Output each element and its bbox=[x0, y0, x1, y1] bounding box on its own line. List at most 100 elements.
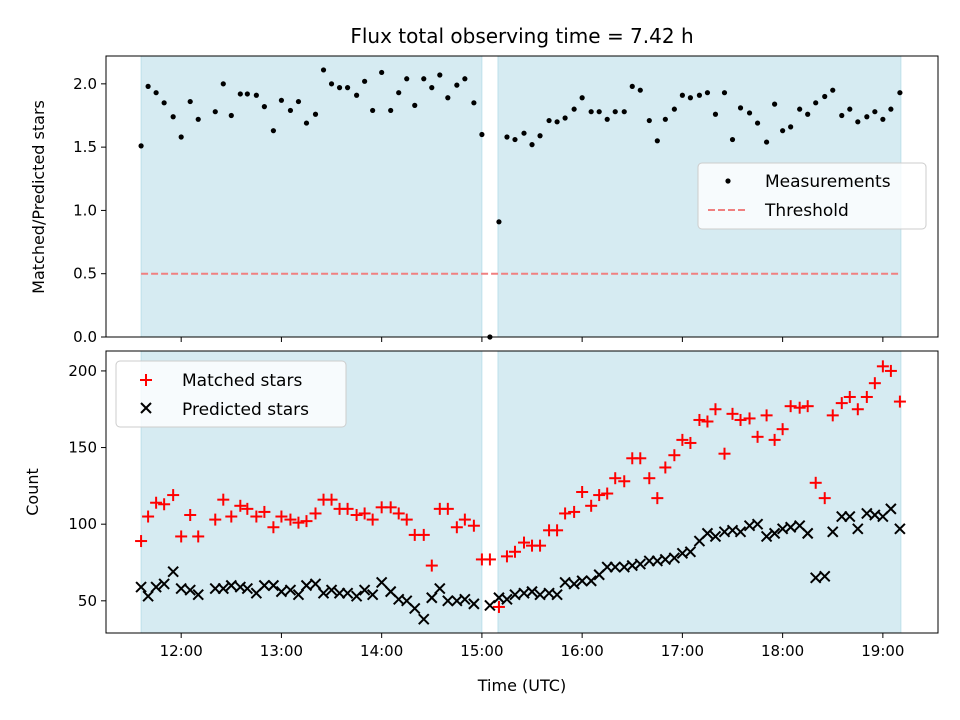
predicted-star-point bbox=[292, 588, 305, 601]
measurement-point bbox=[471, 100, 477, 106]
matched-star-point bbox=[768, 433, 781, 446]
predicted-star-point bbox=[426, 592, 438, 604]
matched-star-point bbox=[693, 413, 706, 426]
predicted-x-b bbox=[501, 593, 513, 605]
measurement-point bbox=[629, 83, 635, 89]
predicted-star-point bbox=[317, 587, 330, 599]
measurement-point bbox=[864, 114, 870, 120]
predicted-x-b bbox=[819, 570, 831, 583]
predicted-star-point bbox=[684, 546, 697, 558]
matched-star-point bbox=[392, 507, 405, 520]
predicted-x-b bbox=[659, 553, 672, 566]
predicted-star-point bbox=[184, 584, 196, 596]
measurement-point bbox=[529, 142, 535, 148]
observing-interval-1 bbox=[140, 55, 483, 338]
matched-star-point bbox=[860, 390, 873, 403]
bottom-legend: Matched stars Predicted stars bbox=[115, 360, 347, 428]
predicted-x-b bbox=[225, 579, 238, 592]
measurement-point bbox=[621, 109, 627, 115]
matched-star-point bbox=[559, 507, 572, 520]
predicted-star-point bbox=[501, 593, 513, 605]
measurement-point bbox=[328, 81, 335, 87]
x-tick-label: 17:00 bbox=[661, 642, 704, 660]
measurement-point bbox=[429, 85, 435, 91]
predicted-x-b bbox=[518, 587, 530, 599]
predicted-x-b bbox=[701, 527, 714, 540]
matched-star-point bbox=[701, 415, 714, 428]
predicted-star-point bbox=[585, 575, 597, 587]
matched-star-point bbox=[284, 513, 297, 526]
predicted-star-point bbox=[819, 570, 831, 583]
matched-star-point bbox=[366, 513, 379, 526]
predicted-x-b bbox=[676, 547, 689, 560]
chart-title: Flux total observing time = 7.42 h bbox=[350, 24, 693, 48]
matched-star-point bbox=[593, 489, 606, 502]
top-x-ticks bbox=[180, 337, 884, 342]
predicted-x-b bbox=[626, 559, 638, 572]
predicted-star-point bbox=[468, 598, 480, 610]
predicted-x-b bbox=[451, 595, 463, 607]
matched-star-point bbox=[492, 600, 505, 613]
bottom-axes-frame bbox=[105, 350, 939, 634]
predicted-star-point bbox=[258, 579, 271, 592]
top-plot-marks bbox=[138, 67, 903, 340]
predicted-x-b bbox=[827, 526, 839, 538]
predicted-star-point bbox=[409, 602, 421, 615]
matched-star-point bbox=[309, 507, 322, 520]
predicted-star-point bbox=[768, 527, 781, 540]
measurement-point bbox=[687, 95, 694, 101]
predicted-x-b bbox=[718, 526, 731, 538]
matched-star-point bbox=[568, 505, 581, 518]
matched-star-point bbox=[734, 413, 747, 426]
predicted-star-point bbox=[358, 584, 371, 596]
predicted-x-b bbox=[468, 598, 480, 610]
measurement-point bbox=[287, 107, 294, 114]
predicted-star-point bbox=[852, 523, 864, 535]
predicted-star-point bbox=[225, 579, 238, 592]
measurement-point bbox=[646, 117, 652, 124]
measurement-point bbox=[244, 91, 250, 97]
matched-star-point bbox=[884, 364, 897, 377]
measurement-point bbox=[212, 109, 218, 115]
matched-star-point bbox=[784, 400, 797, 413]
measurement-point bbox=[261, 104, 267, 110]
bottom-y-axis-label: Count bbox=[23, 468, 42, 516]
predicted-x-b bbox=[292, 588, 305, 601]
measurement-point bbox=[897, 90, 903, 96]
predicted-star-point bbox=[442, 595, 454, 607]
predicted-x-b bbox=[609, 561, 621, 573]
measurement-point bbox=[888, 106, 894, 112]
x-tick-label: 18:00 bbox=[761, 642, 804, 660]
measurement-point bbox=[696, 92, 703, 98]
predicted-x-b bbox=[809, 572, 822, 584]
predicted-x-b bbox=[484, 599, 496, 612]
predicted-x-b bbox=[184, 584, 196, 596]
predicted-star-point bbox=[609, 561, 621, 573]
measurement-point bbox=[437, 72, 443, 78]
y-tick-label: 100 bbox=[68, 515, 97, 533]
matched-star-point bbox=[441, 502, 454, 515]
legend-matched-marker bbox=[140, 374, 152, 386]
measurement-point bbox=[654, 138, 660, 144]
measurement-point bbox=[145, 83, 151, 89]
predicted-star-point bbox=[844, 510, 856, 523]
predicted-x-b bbox=[784, 521, 797, 533]
matched-star-point bbox=[551, 524, 564, 537]
measurement-point bbox=[562, 115, 568, 121]
count-panel: 50 100 150 200 12:00 13:00 14:00 15:00 16:00 17:… bbox=[23, 350, 939, 695]
predicted-star-point bbox=[309, 578, 322, 590]
predicted-x-b bbox=[267, 579, 280, 592]
y-tick-label: 1.0 bbox=[73, 201, 97, 219]
measurement-point bbox=[721, 90, 728, 96]
predicted-x-b bbox=[401, 595, 413, 607]
measurement-point bbox=[278, 97, 285, 103]
predicted-x-b bbox=[142, 590, 154, 602]
x-tick-label: 15:00 bbox=[460, 642, 503, 660]
matched-star-point bbox=[241, 502, 254, 515]
x-tick-label: 19:00 bbox=[861, 642, 904, 660]
matched-star-point bbox=[142, 510, 155, 523]
predicted-x-b bbox=[852, 523, 864, 535]
predicted-star-point bbox=[366, 588, 379, 601]
measurement-point bbox=[178, 134, 184, 140]
